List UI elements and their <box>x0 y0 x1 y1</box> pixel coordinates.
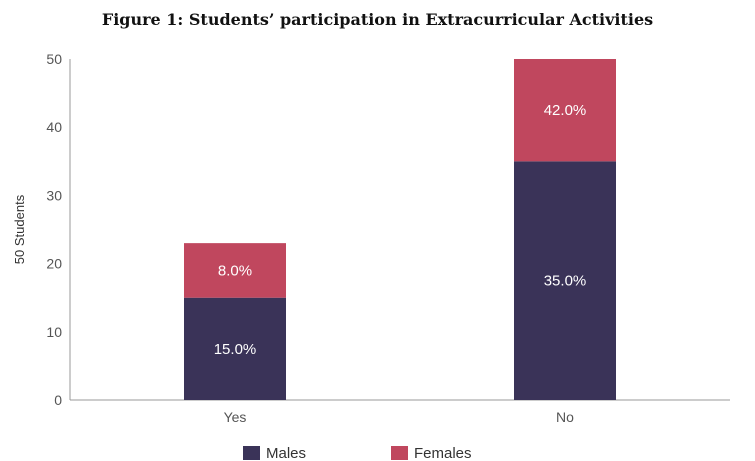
legend-label-males: Males <box>266 445 306 461</box>
bar-males-yes <box>184 297 286 400</box>
y-tick-label: 10 <box>46 324 62 340</box>
y-tick-label: 40 <box>46 119 62 135</box>
data-label: 8.0% <box>218 262 252 279</box>
y-tick-label: 0 <box>54 392 62 408</box>
data-label: 35.0% <box>544 273 587 290</box>
data-label: 42.0% <box>544 102 587 119</box>
legend-swatch-females <box>391 446 408 460</box>
x-tick-label: Yes <box>224 409 247 425</box>
y-tick-label: 20 <box>46 256 62 272</box>
legend-label-females: Females <box>414 445 472 461</box>
x-tick-label: No <box>556 409 574 425</box>
chart-title: Figure 1: Students’ participation in Ext… <box>101 10 654 29</box>
y-axis-label: 50 Students <box>12 194 27 264</box>
y-tick-label: 50 <box>46 51 62 67</box>
y-tick-label: 30 <box>46 187 62 203</box>
bar-females-no <box>514 59 616 162</box>
data-label: 15.0% <box>214 341 257 358</box>
bar-males-no <box>514 161 616 400</box>
legend-swatch-males <box>243 446 260 460</box>
bar-females-yes <box>184 243 286 298</box>
